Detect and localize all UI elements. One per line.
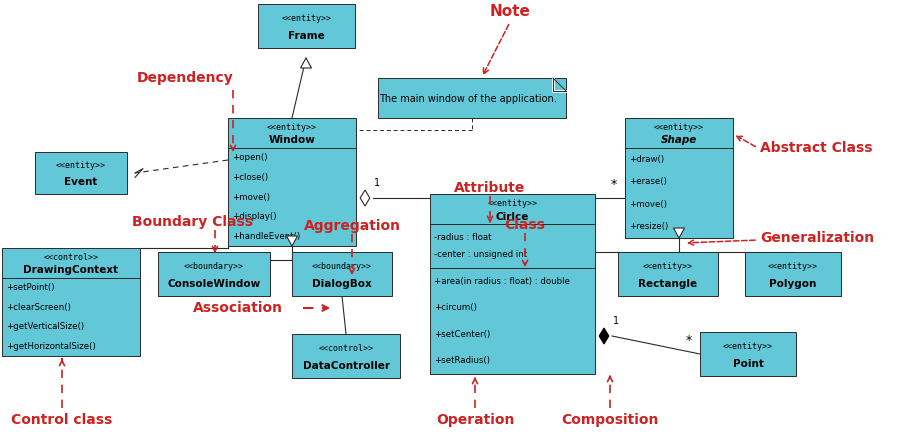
Text: <<entity>>: <<entity>> xyxy=(723,341,773,351)
Bar xyxy=(430,268,595,374)
Bar xyxy=(745,252,841,296)
Text: *: * xyxy=(611,178,617,191)
Text: 1: 1 xyxy=(613,316,619,326)
Text: <<entity>>: <<entity>> xyxy=(267,123,317,132)
Text: <<entity>>: <<entity>> xyxy=(768,262,818,271)
Text: Window: Window xyxy=(269,135,315,145)
Text: +clearScreen(): +clearScreen() xyxy=(6,303,71,312)
Text: -center : unsigned int: -center : unsigned int xyxy=(434,249,527,259)
Text: +setCenter(): +setCenter() xyxy=(434,330,491,339)
Polygon shape xyxy=(286,236,297,246)
Text: <<control>>: <<control>> xyxy=(43,253,98,262)
Text: Cirlce: Cirlce xyxy=(496,211,529,221)
Polygon shape xyxy=(301,58,312,68)
Text: Class: Class xyxy=(504,218,546,232)
Text: Polygon: Polygon xyxy=(769,279,817,289)
Text: <<entity>>: <<entity>> xyxy=(488,198,537,208)
Text: +open(): +open() xyxy=(232,153,268,162)
Bar xyxy=(618,252,718,296)
Bar xyxy=(700,332,796,376)
Bar xyxy=(158,252,270,296)
Text: +close(): +close() xyxy=(232,173,268,182)
Text: <<entity>>: <<entity>> xyxy=(643,262,693,271)
Text: +draw(): +draw() xyxy=(629,155,664,164)
Bar xyxy=(378,78,566,118)
Text: 1: 1 xyxy=(374,178,381,188)
Text: +resize(): +resize() xyxy=(629,222,668,231)
Text: <<entity>>: <<entity>> xyxy=(654,123,704,132)
Text: Composition: Composition xyxy=(561,413,658,427)
Text: +erase(): +erase() xyxy=(629,177,667,186)
Text: Dependency: Dependency xyxy=(137,71,233,85)
Text: -radius : float: -radius : float xyxy=(434,232,492,242)
Text: Abstract Class: Abstract Class xyxy=(760,141,872,155)
Bar xyxy=(292,252,392,296)
Text: Point: Point xyxy=(733,359,764,369)
Text: DialogBox: DialogBox xyxy=(312,279,372,289)
Text: +circum(): +circum() xyxy=(434,303,477,312)
Text: <<boundary>>: <<boundary>> xyxy=(184,262,244,271)
Text: Frame: Frame xyxy=(288,31,325,41)
Text: DataController: DataController xyxy=(303,361,390,371)
Text: +setPoint(): +setPoint() xyxy=(6,283,54,292)
Text: Generalization: Generalization xyxy=(760,231,874,245)
Text: The main window of the application.: The main window of the application. xyxy=(379,94,557,104)
Text: +getVerticalSize(): +getVerticalSize() xyxy=(6,322,84,331)
Bar xyxy=(2,248,140,278)
Text: <<boundary>>: <<boundary>> xyxy=(312,262,372,271)
Text: Association: Association xyxy=(193,301,283,315)
Bar xyxy=(625,148,733,238)
Text: Rectangle: Rectangle xyxy=(638,279,698,289)
Text: ConsoleWindow: ConsoleWindow xyxy=(168,279,260,289)
Bar xyxy=(430,194,595,224)
Bar xyxy=(228,148,356,246)
Text: +getHorizontalSize(): +getHorizontalSize() xyxy=(6,342,95,351)
Text: Attribute: Attribute xyxy=(454,181,525,195)
Text: DrawingContext: DrawingContext xyxy=(24,265,118,275)
Text: +move(): +move() xyxy=(629,200,667,209)
Polygon shape xyxy=(360,190,370,206)
Text: <<entity>>: <<entity>> xyxy=(282,14,332,23)
Text: *: * xyxy=(686,334,692,347)
Text: Control class: Control class xyxy=(11,413,113,427)
Bar xyxy=(292,334,400,378)
Text: Aggregation: Aggregation xyxy=(304,219,401,233)
Text: +handleEvent(): +handleEvent() xyxy=(232,232,300,241)
Text: Event: Event xyxy=(64,177,98,187)
Bar xyxy=(625,118,733,148)
Text: +display(): +display() xyxy=(232,212,277,221)
Text: Boundary Class: Boundary Class xyxy=(132,215,253,229)
Polygon shape xyxy=(673,228,684,238)
Bar xyxy=(228,118,356,148)
Bar xyxy=(258,4,355,48)
Text: Note: Note xyxy=(490,4,530,20)
Bar xyxy=(2,278,140,356)
Text: <<control>>: <<control>> xyxy=(318,344,373,353)
Text: Operation: Operation xyxy=(436,413,514,427)
Text: Shape: Shape xyxy=(661,135,697,145)
Bar xyxy=(430,224,595,268)
Bar xyxy=(35,152,127,194)
Polygon shape xyxy=(599,328,609,344)
Text: +area(in radius : float) : double: +area(in radius : float) : double xyxy=(434,277,569,286)
Text: +setRadius(): +setRadius() xyxy=(434,356,490,365)
Text: <<entity>>: <<entity>> xyxy=(56,161,106,170)
Text: +move(): +move() xyxy=(232,193,270,201)
